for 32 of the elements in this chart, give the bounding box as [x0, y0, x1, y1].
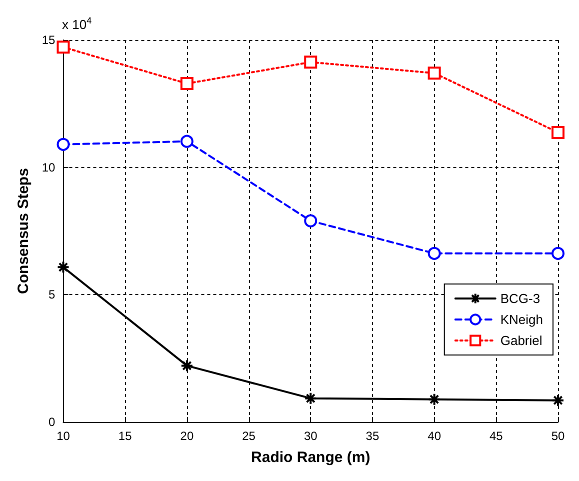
y-tick-label: 0: [48, 415, 56, 429]
x-tick-label: 20: [180, 429, 194, 443]
x-tick-label: 50: [551, 429, 565, 443]
point: [180, 77, 194, 90]
x-tick-label: 40: [428, 429, 442, 443]
point: [56, 260, 70, 274]
legend-label: KNeigh: [500, 312, 544, 327]
point: [304, 56, 318, 69]
x-tick-label: 15: [118, 429, 132, 443]
point: [552, 126, 564, 139]
y-tick-label: 15: [42, 33, 56, 47]
point: [56, 138, 70, 151]
y-tick-label: 5: [48, 288, 56, 302]
point: [552, 394, 564, 407]
point: [304, 392, 318, 405]
point: [56, 40, 70, 54]
point: [180, 359, 194, 372]
point: [428, 392, 441, 406]
point: [428, 66, 441, 80]
point: [552, 246, 564, 260]
x-tick-label: 35: [366, 429, 380, 443]
legend-label: Gabriel: [500, 333, 542, 348]
y-tick-label: 10: [42, 160, 56, 174]
point: [428, 246, 441, 260]
x-axis-title: Radio Range (m): [251, 449, 370, 466]
point: [180, 134, 194, 148]
x-tick-label: 30: [304, 429, 318, 443]
point: [304, 214, 318, 228]
x-tick-label: 25: [242, 429, 256, 443]
x-tick-label: 45: [489, 429, 504, 443]
y-axis-title: Consensus Steps: [15, 168, 32, 294]
legend-label: BCG-3: [500, 291, 540, 306]
